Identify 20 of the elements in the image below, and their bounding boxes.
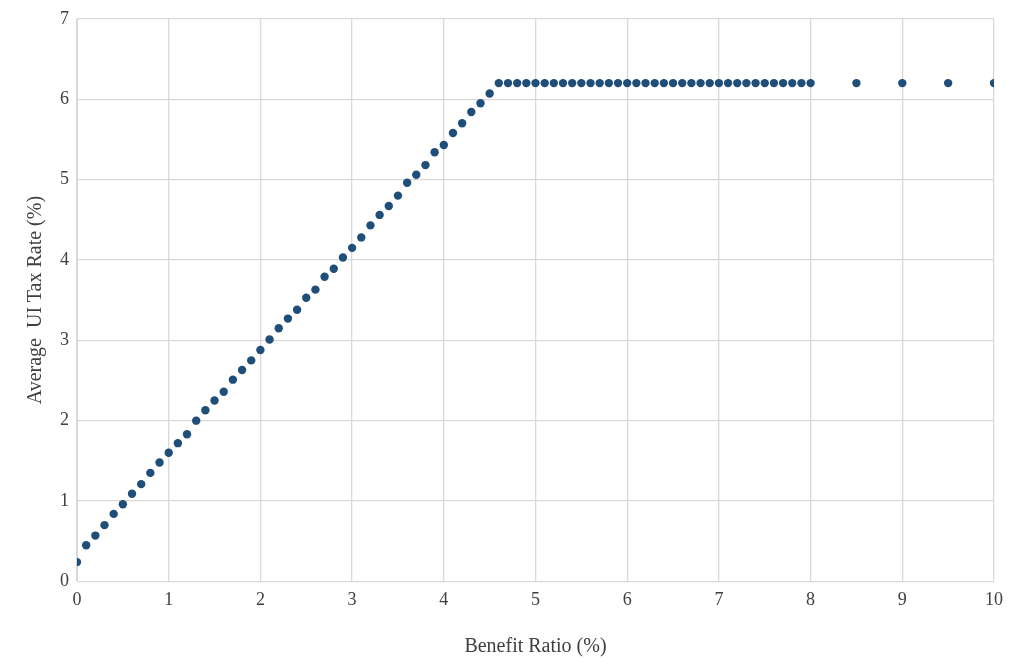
y-tick-label: 6: [60, 87, 69, 108]
x-tick-label: 2: [255, 588, 265, 609]
x-tick-label: 4: [439, 588, 449, 609]
y-tick-label: 5: [60, 168, 69, 189]
x-axis-title: Benefit Ratio (%): [464, 634, 607, 658]
x-tick-label: 5: [531, 588, 540, 609]
y-tick-label: 7: [60, 7, 69, 28]
y-tick-label: 1: [60, 489, 69, 510]
y-axis-title: Average UI Tax Rate (%): [23, 195, 47, 405]
x-tick-label: 8: [806, 588, 816, 609]
x-tick-label: 6: [622, 588, 632, 609]
x-tick-label: 10: [985, 588, 1003, 609]
y-tick-label: 3: [60, 329, 69, 350]
x-tick-label: 3: [347, 588, 357, 609]
y-tick-label: 2: [60, 409, 69, 430]
y-tick-label: 0: [60, 570, 69, 591]
y-tick-label: 4: [60, 248, 69, 269]
x-tick-label: 7: [714, 588, 724, 609]
x-tick-label: 9: [897, 588, 907, 609]
x-tick-label: 1: [164, 588, 174, 609]
